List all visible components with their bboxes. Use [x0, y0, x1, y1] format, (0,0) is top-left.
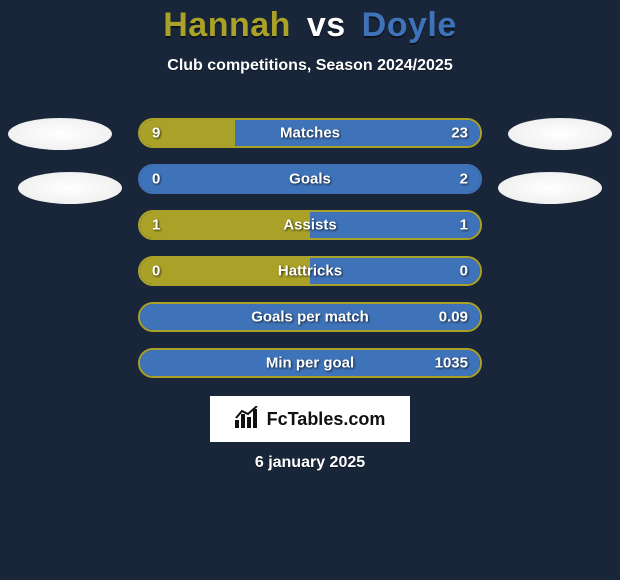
stat-value-p1: 9	[152, 125, 160, 142]
stat-value-p1: 1	[152, 217, 160, 234]
stat-value-p1: 0	[152, 171, 160, 188]
stat-value-p2: 1	[460, 217, 468, 234]
stat-row: Goals per match0.09	[138, 302, 482, 332]
stat-label: Hattricks	[140, 263, 480, 280]
page-title: Hannah vs Doyle	[0, 0, 620, 45]
subtitle: Club competitions, Season 2024/2025	[0, 57, 620, 75]
stat-row: Matches9 23	[138, 118, 482, 148]
stat-value-p2: 2	[460, 171, 468, 188]
player2-avatar-bottom	[498, 172, 602, 204]
player1-name: Hannah	[163, 6, 291, 44]
stat-value-p2: 23	[451, 125, 468, 142]
vs-text: vs	[307, 6, 346, 44]
player1-avatar-bottom	[18, 172, 122, 204]
stat-label: Assists	[140, 217, 480, 234]
stat-value-p2: 1035	[435, 355, 468, 372]
stat-row: Assists1 1	[138, 210, 482, 240]
date-text: 6 january 2025	[0, 454, 620, 472]
stat-row: Hattricks0 0	[138, 256, 482, 286]
player2-name: Doyle	[362, 6, 457, 44]
brand-text: FcTables.com	[267, 409, 386, 430]
comparison-card: Hannah vs Doyle Club competitions, Seaso…	[0, 0, 620, 580]
stat-value-p2: 0	[460, 263, 468, 280]
player1-avatar-top	[8, 118, 112, 150]
stat-value-p2: 0.09	[439, 309, 468, 326]
stat-label: Goals per match	[140, 309, 480, 326]
stat-label: Goals	[140, 171, 480, 188]
stat-label: Matches	[140, 125, 480, 142]
stat-value-p1: 0	[152, 263, 160, 280]
stats-bar-group: Matches923Goals02Assists11Hattricks00Goa…	[138, 118, 482, 394]
player2-avatar-top	[508, 118, 612, 150]
brand-badge: FcTables.com	[210, 396, 410, 442]
brand-icon	[235, 406, 261, 433]
stat-row: Goals0 2	[138, 164, 482, 194]
stat-row: Min per goal1035	[138, 348, 482, 378]
stat-label: Min per goal	[140, 355, 480, 372]
